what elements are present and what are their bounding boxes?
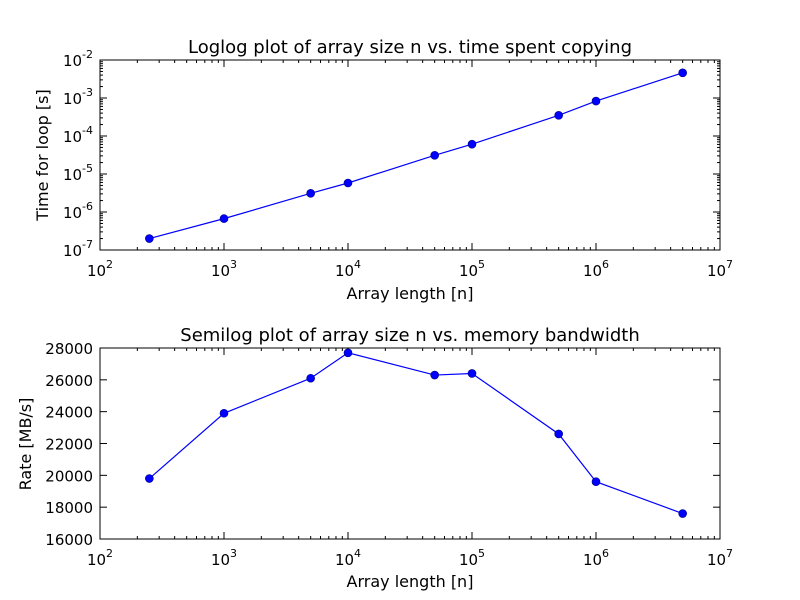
data-point (306, 373, 315, 383)
x-tick-label-exponent: 2 (106, 258, 113, 271)
data-point (219, 408, 229, 418)
y-tick-label-base: 10 (63, 128, 82, 146)
data-point (343, 348, 353, 358)
x-tick-label-base: 10 (87, 551, 106, 569)
y-tick-label: 22000 (45, 436, 93, 454)
y-tick-label-base: 10 (63, 242, 82, 260)
x-tick-label: 102 (87, 547, 113, 569)
x-tick-label-base: 10 (583, 262, 602, 280)
y-tick-label-exponent: -7 (82, 238, 93, 251)
y-tick-label: 26000 (45, 372, 93, 390)
y-tick-label: 20000 (45, 467, 93, 485)
x-tick-label-exponent: 7 (726, 547, 733, 560)
x-tick-label: 107 (707, 258, 733, 280)
y-tick-label-base: 10 (63, 166, 82, 184)
x-tick-label: 104 (335, 258, 361, 280)
x-tick-label-exponent: 5 (478, 258, 485, 271)
data-point (343, 178, 353, 188)
x-tick-label-exponent: 4 (354, 547, 361, 560)
x-tick-label-exponent: 4 (354, 258, 361, 271)
x-tick-label-base: 10 (707, 551, 726, 569)
x-tick-label-base: 10 (211, 551, 230, 569)
x-tick-label-exponent: 3 (230, 258, 237, 271)
y-tick-label: 10-7 (63, 238, 93, 260)
y-tick-label: 10-2 (63, 48, 93, 70)
plot-area: 102 103 104 105 106 1071600018000200002200024… (45, 340, 733, 569)
data-point (678, 68, 687, 78)
x-tick-label-exponent: 7 (726, 258, 733, 271)
y-tick-label-base: 10 (63, 90, 82, 108)
x-tick-label-base: 10 (459, 262, 478, 280)
x-tick-label-base: 10 (707, 262, 726, 280)
chart-title: Loglog plot of array size n vs. time spe… (188, 37, 632, 58)
data-point (145, 474, 154, 483)
x-tick-label-exponent: 6 (602, 547, 609, 560)
y-tick-label-exponent: -6 (82, 200, 93, 213)
x-tick-label: 105 (459, 258, 485, 280)
y-tick-label: 18000 (45, 499, 93, 517)
data-point (678, 509, 687, 518)
x-tick-label-exponent: 3 (230, 547, 237, 560)
data-point (430, 151, 439, 160)
data-point (591, 477, 601, 487)
data-point (591, 96, 601, 106)
x-tick-label: 105 (459, 547, 485, 569)
y-tick-label-exponent: -4 (82, 124, 93, 137)
x-tick-label: 106 (583, 258, 609, 280)
x-tick-label-exponent: 6 (602, 258, 609, 271)
data-point (306, 189, 315, 198)
x-tick-label-exponent: 5 (478, 547, 485, 560)
x-tick-label-base: 10 (459, 551, 478, 569)
data-point (467, 139, 477, 149)
x-tick-label-base: 10 (87, 262, 106, 280)
x-tick-label: 107 (707, 547, 733, 569)
x-tick-label-exponent: 2 (106, 547, 113, 560)
data-point (554, 429, 563, 439)
x-tick-label-base: 10 (211, 262, 230, 280)
y-tick-label-base: 10 (63, 52, 82, 70)
y-tick-label: 28000 (45, 340, 93, 358)
data-point (219, 214, 229, 223)
x-axis-label: Array length [n] (347, 572, 474, 591)
y-tick-label: 10-6 (63, 200, 93, 222)
data-point (554, 111, 563, 120)
plot-area: 102 103 104 105 106 10710-710-610-510-410-310… (63, 48, 733, 280)
data-point (145, 234, 154, 243)
y-axis-label: Time for loop [s] (33, 89, 52, 221)
y-axis-label: Rate [MB/s] (16, 398, 35, 491)
x-axis-label: Array length [n] (347, 284, 474, 303)
plot-frame (99, 59, 721, 251)
x-tick-label: 103 (211, 258, 237, 280)
x-tick-label-base: 10 (335, 551, 354, 569)
x-tick-label: 104 (335, 547, 361, 569)
y-tick-label-base: 10 (63, 204, 82, 222)
data-point (467, 369, 477, 378)
y-tick-label-exponent: -5 (82, 162, 93, 175)
semilog-bandwidth-chart: Semilog plot of array size n vs. memory … (16, 325, 733, 591)
loglog-time-chart: Loglog plot of array size n vs. time spe… (33, 37, 733, 303)
y-tick-label: 16000 (45, 531, 93, 549)
y-tick-label: 10-5 (63, 162, 93, 184)
y-tick-label-exponent: -2 (82, 48, 93, 61)
x-tick-label-base: 10 (583, 551, 602, 569)
x-tick-label-base: 10 (335, 262, 354, 280)
y-tick-label-exponent: -3 (82, 86, 93, 99)
y-tick-label: 10-3 (63, 86, 93, 108)
y-tick-label: 10-4 (63, 124, 93, 146)
y-tick-label: 24000 (45, 404, 93, 422)
x-tick-label: 106 (583, 547, 609, 569)
x-tick-label: 103 (211, 547, 237, 569)
chart-title: Semilog plot of array size n vs. memory … (180, 325, 639, 346)
x-tick-label: 102 (87, 258, 113, 280)
data-point (430, 370, 439, 380)
